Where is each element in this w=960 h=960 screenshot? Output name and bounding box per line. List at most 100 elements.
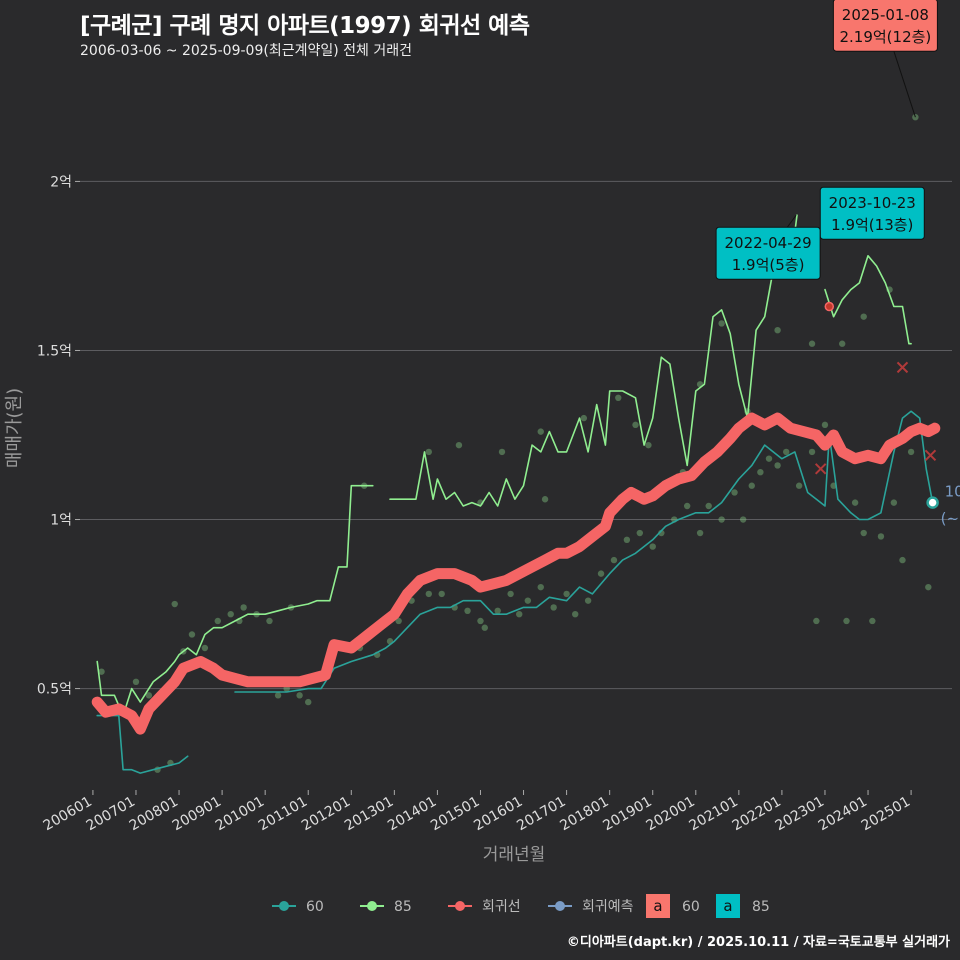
scatter-point (227, 610, 234, 618)
x-tick-label: 201601 (471, 794, 525, 835)
x-tick-label: 201001 (213, 794, 267, 835)
scatter-point (296, 692, 303, 699)
callout-text: 1.9억(13층) (831, 216, 913, 234)
scatter-point (615, 394, 622, 402)
forecast-point (926, 496, 939, 509)
scatter-points (98, 113, 932, 773)
scatter-point (907, 448, 915, 456)
scatter-point (838, 340, 846, 347)
scatter-point (572, 610, 579, 618)
x-axis-label: 거래년월 (483, 845, 546, 865)
scatter-point (645, 441, 652, 449)
scatter-point (636, 529, 644, 537)
x-tick-label: 201901 (600, 794, 654, 835)
regression-cross-mark (924, 449, 937, 461)
scatter-point (808, 448, 816, 456)
series-lines (91, 214, 941, 774)
callout-text: 2.19억(12층) (839, 28, 931, 46)
scatter-point (851, 499, 859, 506)
scatter-point (498, 448, 506, 456)
legend-item-forecast: 회귀예측 (548, 899, 634, 915)
legend-label: 회귀예측 (582, 899, 634, 915)
x-tick-label: 202101 (687, 794, 741, 835)
scatter-point (550, 604, 557, 611)
legend-item-s85: 85 (360, 899, 412, 915)
scatter-point (843, 617, 850, 625)
scatter-point (537, 583, 544, 591)
scatter-point (705, 502, 712, 510)
scatter-point (541, 496, 549, 503)
scatter-point (584, 597, 592, 604)
scatter-point (610, 556, 618, 564)
scatter-point (171, 600, 178, 608)
footer-credit: ©디아파트(dapt.kr) / 2025.10.11 / 자료=국토교통부 실… (566, 935, 950, 950)
scatter-point (623, 536, 631, 544)
scatter-point (683, 502, 691, 510)
legend-label: 60 (682, 899, 700, 915)
callout-date: 2023-10-23 (829, 194, 916, 212)
y-axis-label: 매매가(원) (4, 388, 25, 468)
callout-2022-04-29: 2022-04-29 1.9억(5층) (715, 214, 821, 280)
series-line-regression (91, 412, 941, 735)
y-tick-label: 1.5억 (37, 343, 72, 359)
y-axis: 0.5억 1억 1.5억 2억 (37, 174, 80, 698)
series-line-s60 (234, 410, 934, 693)
callout-box (819, 186, 925, 240)
x-tick-label: 202001 (643, 794, 697, 835)
scatter-point (739, 516, 747, 523)
scatter-point (925, 583, 932, 591)
scatter-point (783, 448, 790, 456)
x-tick-label: 200701 (84, 794, 138, 835)
callout-date: 2025-01-08 (842, 6, 929, 24)
regression-cross-mark (814, 463, 827, 475)
scatter-point (438, 590, 445, 598)
scatter-point (860, 529, 867, 537)
scatter-point (899, 556, 906, 564)
scatter-point (455, 441, 463, 449)
scatter-point (718, 516, 725, 523)
scatter-point (274, 692, 282, 699)
scatter-point (821, 421, 829, 429)
x-tick-label: 202401 (816, 794, 870, 835)
legend: 60 85 회귀선 회귀예측 a 60 a 85 (272, 894, 770, 918)
scatter-point (507, 590, 514, 598)
scatter-point (563, 590, 570, 598)
scatter-point (145, 692, 153, 699)
series-line-s85 (824, 255, 912, 345)
regression-cross-mark (896, 361, 909, 374)
scatter-point (774, 462, 781, 469)
regression-marks: 10,467 (~60㎡) (814, 301, 960, 528)
x-tick-label: 201701 (514, 794, 568, 835)
y-tick-label: 1억 (50, 513, 72, 529)
scatter-point (240, 604, 247, 611)
scatter-point (890, 499, 898, 506)
scatter-point (718, 320, 725, 327)
scatter-point (188, 631, 196, 638)
x-tick-label: 201801 (557, 794, 611, 835)
scatter-point (813, 617, 820, 625)
legend-item-s60: 60 (272, 899, 324, 915)
scatter-point (481, 624, 488, 631)
x-tick-label: 201301 (342, 794, 396, 835)
scatter-point (305, 698, 312, 706)
callouts: 2025-01-08 2.19억(12층) 2023-10-23 1.9억(13층) 2… (715, 0, 938, 280)
scatter-point (477, 617, 484, 625)
forecast-area-label: (~60㎡) (941, 510, 960, 528)
scatter-point (214, 617, 221, 625)
x-tick-label: 200801 (127, 794, 181, 835)
scatter-point (869, 617, 876, 625)
scatter-point (765, 455, 773, 462)
scatter-point (516, 610, 523, 618)
x-axis: 2006012007012008012009012010012011012012… (41, 790, 913, 834)
x-tick-label: 200901 (170, 794, 224, 835)
scatter-point (757, 468, 764, 476)
series-line-s85 (389, 214, 798, 507)
scatter-point (860, 313, 867, 320)
x-tick-label: 201101 (256, 794, 310, 835)
x-tick-label: 201501 (428, 794, 482, 835)
forecast-value-label: 10,467 (945, 483, 960, 501)
chart-subtitle: 2006-03-06 ~ 2025-09-09(최근계약일) 전체 거래건 (80, 43, 412, 59)
callout-2025-01-08: 2025-01-08 2.19억(12층) (832, 0, 938, 118)
y-tick-label: 0.5억 (37, 682, 72, 698)
